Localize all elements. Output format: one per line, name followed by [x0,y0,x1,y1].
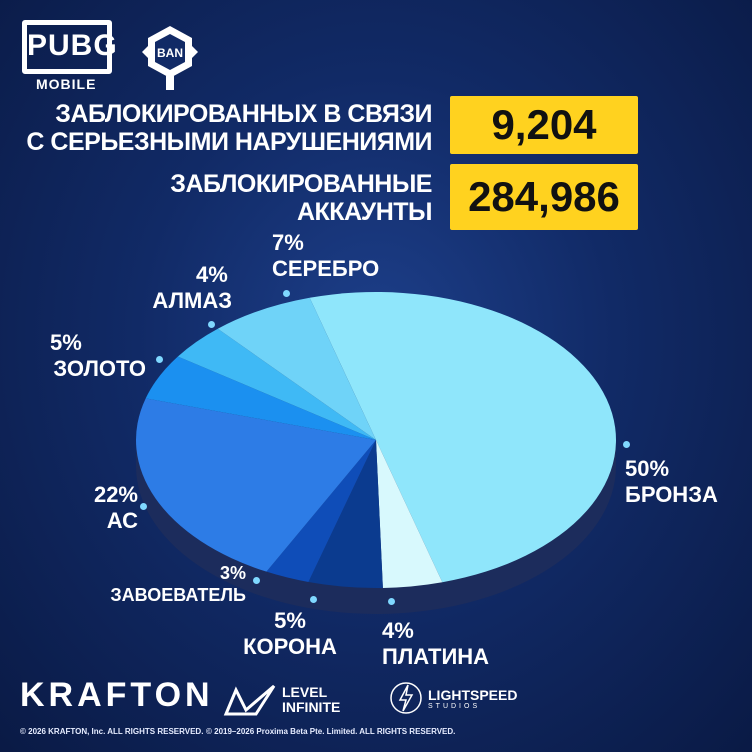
pie-slice-1 [309,292,617,583]
pie-slice-4 [266,440,376,583]
label-zoloto: 5% ЗОЛОТО [50,330,146,381]
stat-label-serious: ЗАБЛОКИРОВАННЫХ В СВЯЗИ С СЕРЬЕЗНЫМИ НАР… [26,100,432,156]
marker-dot [253,577,260,584]
stat-label-line: ЗАБЛОКИРОВАННЫХ В СВЯЗИ [55,100,432,128]
stat-label-accounts: ЗАБЛОКИРОВАННЫЕ АККАУНТЫ [170,170,432,226]
pie-slice-5 [136,398,376,572]
marker-dot [623,441,630,448]
marker-dot [388,598,395,605]
label-bronze: 50% БРОНЗА [625,456,718,507]
level-infinite-icon [223,684,276,716]
level-infinite-logo: LEVEL INFINITE [222,682,340,718]
pie-slice-6 [145,356,376,440]
marker-dot [156,356,163,363]
marker-dot [310,596,317,603]
label-platina: 4% ПЛАТИНА [382,618,490,669]
pubg-logo: PUBG [22,20,117,74]
marker-dot [208,321,215,328]
label-almaz: 4% АЛМАЗ [152,262,232,313]
marker-dot [283,290,290,297]
label-korona: 5% КОРОНА [243,608,337,659]
pie-slice-3 [308,440,383,588]
label-serebro: 7% СЕРЕБРО [272,230,380,281]
pie-slice-2 [376,440,443,588]
pubg-mobile-text: MOBILE [36,76,97,92]
stat-label-line: АККАУНТЫ [296,198,433,226]
label-zavoevatel: 3% ЗАВОЕВАТЕЛЬ [110,563,246,605]
pie-slice-8 [217,297,376,440]
stat-value-serious: 9,204 [450,96,638,154]
stat-label-line: ЗАБЛОКИРОВАННЫЕ [170,170,432,198]
marker-dot [140,503,147,510]
stat-label-line: С СЕРЬЕЗНЫМИ НАРУШЕНИЯМИ [26,128,432,156]
lightspeed-logo: LIGHTSPEED STUDIOS [388,680,517,716]
pie-slice-7 [177,328,376,440]
copyright-krafton: © 2026 KRAFTON, Inc. ALL RIGHTS RESERVED… [20,727,204,736]
lightning-icon [390,682,422,714]
stat-value-accounts: 284,986 [450,164,638,230]
label-as: 22% АС [93,482,138,533]
krafton-logo: KRAFTON [20,676,214,714]
copyright-proxima: © 2019–2026 Proxima Beta Pte. Limited. A… [206,727,456,736]
ban-hammer-icon: BAN [142,26,198,90]
ban-text: BAN [157,46,183,60]
